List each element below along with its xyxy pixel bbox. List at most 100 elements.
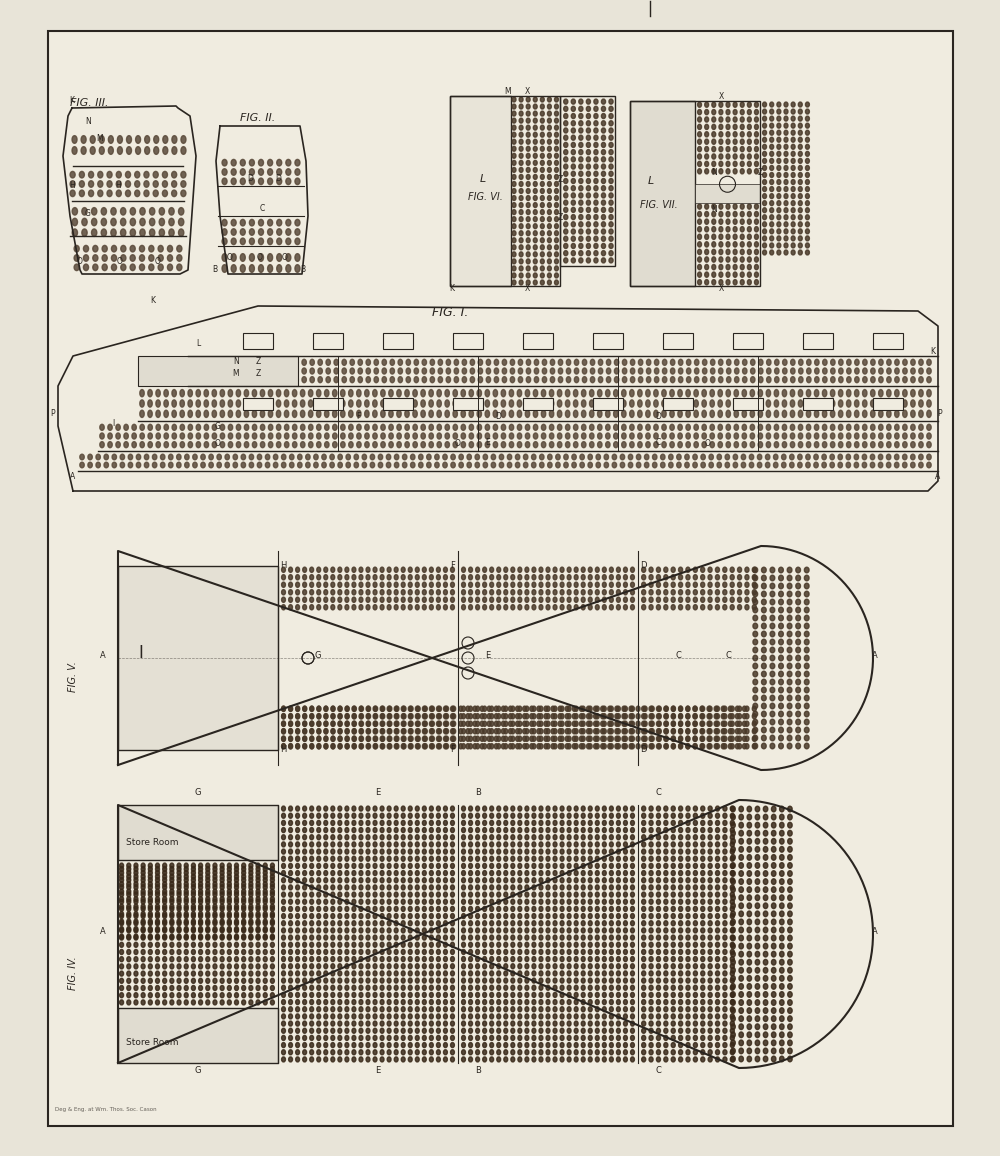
Ellipse shape [504, 920, 508, 926]
Ellipse shape [493, 410, 498, 417]
Ellipse shape [787, 639, 792, 645]
Ellipse shape [213, 964, 217, 969]
Ellipse shape [719, 272, 723, 277]
Ellipse shape [754, 218, 758, 224]
Ellipse shape [719, 125, 723, 129]
Ellipse shape [525, 935, 529, 940]
Ellipse shape [359, 605, 363, 610]
Ellipse shape [270, 942, 274, 947]
Ellipse shape [120, 882, 124, 887]
Ellipse shape [438, 743, 441, 749]
Ellipse shape [451, 964, 454, 969]
Ellipse shape [747, 862, 752, 868]
Ellipse shape [120, 889, 124, 895]
Ellipse shape [771, 870, 776, 876]
Ellipse shape [394, 842, 398, 847]
Ellipse shape [581, 1050, 585, 1054]
Ellipse shape [511, 713, 515, 719]
Ellipse shape [670, 368, 675, 375]
Ellipse shape [705, 162, 709, 166]
Ellipse shape [804, 672, 809, 676]
Ellipse shape [678, 390, 682, 397]
Ellipse shape [462, 906, 465, 911]
Ellipse shape [512, 188, 516, 193]
Ellipse shape [616, 906, 620, 911]
Ellipse shape [289, 721, 292, 726]
Ellipse shape [380, 728, 384, 734]
Ellipse shape [731, 854, 735, 860]
Ellipse shape [787, 623, 792, 629]
Ellipse shape [163, 904, 167, 910]
Ellipse shape [671, 920, 675, 926]
Ellipse shape [616, 985, 620, 991]
Ellipse shape [303, 743, 307, 749]
Ellipse shape [345, 590, 349, 595]
Ellipse shape [366, 877, 370, 883]
Ellipse shape [723, 971, 727, 976]
Ellipse shape [220, 934, 224, 940]
Ellipse shape [656, 842, 660, 847]
Text: M: M [233, 369, 239, 378]
Ellipse shape [609, 864, 613, 868]
Ellipse shape [415, 899, 419, 904]
Ellipse shape [120, 899, 124, 904]
Ellipse shape [72, 208, 77, 215]
Ellipse shape [213, 942, 217, 947]
Ellipse shape [766, 410, 771, 417]
Ellipse shape [72, 218, 77, 225]
Ellipse shape [134, 919, 138, 925]
Ellipse shape [572, 743, 576, 749]
Ellipse shape [352, 598, 356, 602]
Ellipse shape [289, 913, 292, 919]
Ellipse shape [723, 1000, 727, 1005]
Ellipse shape [553, 736, 557, 741]
Ellipse shape [539, 1028, 543, 1033]
Ellipse shape [170, 897, 174, 902]
Ellipse shape [436, 736, 440, 741]
Ellipse shape [504, 575, 508, 580]
Ellipse shape [649, 583, 653, 587]
Ellipse shape [558, 736, 562, 741]
Ellipse shape [594, 222, 598, 227]
Ellipse shape [451, 736, 454, 741]
Ellipse shape [401, 806, 405, 812]
Ellipse shape [796, 631, 800, 637]
Ellipse shape [469, 1043, 472, 1047]
Ellipse shape [242, 978, 246, 984]
Ellipse shape [662, 424, 666, 430]
Ellipse shape [222, 220, 227, 225]
Ellipse shape [199, 889, 203, 895]
Ellipse shape [490, 1000, 494, 1005]
Ellipse shape [526, 216, 530, 222]
Ellipse shape [382, 360, 386, 365]
Ellipse shape [588, 1021, 592, 1027]
Ellipse shape [571, 135, 575, 140]
Ellipse shape [331, 1007, 335, 1012]
Ellipse shape [366, 842, 370, 847]
Ellipse shape [422, 857, 426, 861]
Ellipse shape [256, 1000, 260, 1005]
Ellipse shape [730, 743, 734, 749]
Ellipse shape [750, 424, 755, 430]
Ellipse shape [598, 442, 602, 447]
Ellipse shape [532, 1014, 536, 1018]
Ellipse shape [708, 892, 712, 897]
Ellipse shape [567, 899, 571, 904]
Ellipse shape [919, 424, 923, 430]
Ellipse shape [235, 892, 238, 897]
Ellipse shape [466, 713, 470, 719]
Ellipse shape [470, 360, 475, 365]
Ellipse shape [394, 1057, 398, 1062]
Ellipse shape [494, 706, 498, 711]
Ellipse shape [796, 719, 800, 725]
Ellipse shape [242, 892, 246, 897]
Ellipse shape [436, 906, 440, 911]
Ellipse shape [504, 835, 508, 839]
Ellipse shape [331, 842, 335, 847]
Ellipse shape [270, 957, 274, 962]
Ellipse shape [804, 695, 809, 701]
Ellipse shape [422, 849, 426, 854]
Ellipse shape [124, 424, 128, 430]
Ellipse shape [401, 949, 405, 955]
Ellipse shape [609, 128, 613, 133]
